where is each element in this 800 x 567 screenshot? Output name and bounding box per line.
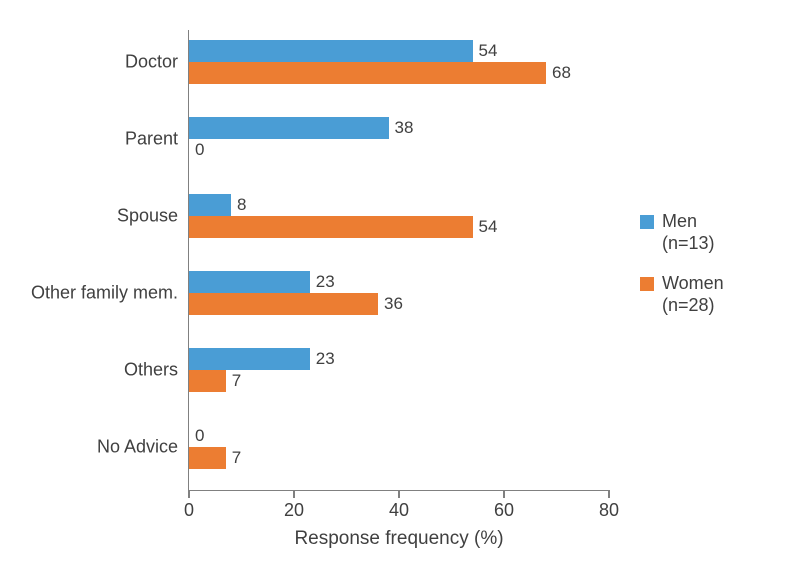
- bar-women: 7: [189, 370, 226, 392]
- legend-series-label: Men: [662, 211, 697, 231]
- bar-women: 7: [189, 447, 226, 469]
- bar-men: 38: [189, 117, 389, 139]
- y-category-label: Others: [0, 360, 178, 381]
- bar-men: 23: [189, 271, 310, 293]
- bar-men: 8: [189, 194, 231, 216]
- bar-women: 68: [189, 62, 546, 84]
- legend-label: Women (n=28): [662, 272, 724, 316]
- bar-value-label: 36: [378, 293, 403, 315]
- x-tick: [503, 490, 505, 498]
- x-tick-label: 40: [389, 500, 409, 521]
- bar-value-label: 23: [310, 348, 335, 370]
- legend-series-label: Women: [662, 273, 724, 293]
- x-tick: [188, 490, 190, 498]
- y-category-label: Parent: [0, 129, 178, 150]
- bar-women: 36: [189, 293, 378, 315]
- legend-item-men: Men (n=13): [640, 210, 724, 254]
- bar-value-label: 7: [226, 447, 241, 469]
- y-category-label: Doctor: [0, 52, 178, 73]
- legend: Men (n=13) Women (n=28): [640, 210, 724, 334]
- bar-value-label: 8: [231, 194, 246, 216]
- bar-value-label: 23: [310, 271, 335, 293]
- x-tick: [293, 490, 295, 498]
- legend-swatch-icon: [640, 215, 654, 229]
- bar-men: 54: [189, 40, 473, 62]
- bar-value-label: 54: [473, 216, 498, 238]
- bar-men: 23: [189, 348, 310, 370]
- bar-value-label: 68: [546, 62, 571, 84]
- x-axis-title: Response frequency (%): [294, 528, 503, 550]
- x-tick-label: 60: [494, 500, 514, 521]
- x-tick: [608, 490, 610, 498]
- y-category-label: Spouse: [0, 206, 178, 227]
- bar-value-label: 38: [389, 117, 414, 139]
- y-category-label: No Advice: [0, 437, 178, 458]
- x-tick-label: 0: [184, 500, 194, 521]
- bar-value-label: 54: [473, 40, 498, 62]
- y-category-label: Other family mem.: [0, 283, 178, 304]
- legend-series-note: (n=28): [662, 295, 715, 315]
- x-tick-label: 20: [284, 500, 304, 521]
- legend-item-women: Women (n=28): [640, 272, 724, 316]
- x-tick: [398, 490, 400, 498]
- bar-value-label: 0: [189, 139, 204, 161]
- x-tick-label: 80: [599, 500, 619, 521]
- bar-value-label: 0: [189, 425, 204, 447]
- legend-swatch-icon: [640, 277, 654, 291]
- bar-value-label: 7: [226, 370, 241, 392]
- legend-label: Men (n=13): [662, 210, 715, 254]
- chart-container: Doctor Parent Spouse Other family mem. O…: [0, 0, 800, 567]
- bar-women: 54: [189, 216, 473, 238]
- legend-series-note: (n=13): [662, 233, 715, 253]
- plot-area: 54 68 38 0 8 54 23 36 23 7 0 7: [188, 30, 609, 491]
